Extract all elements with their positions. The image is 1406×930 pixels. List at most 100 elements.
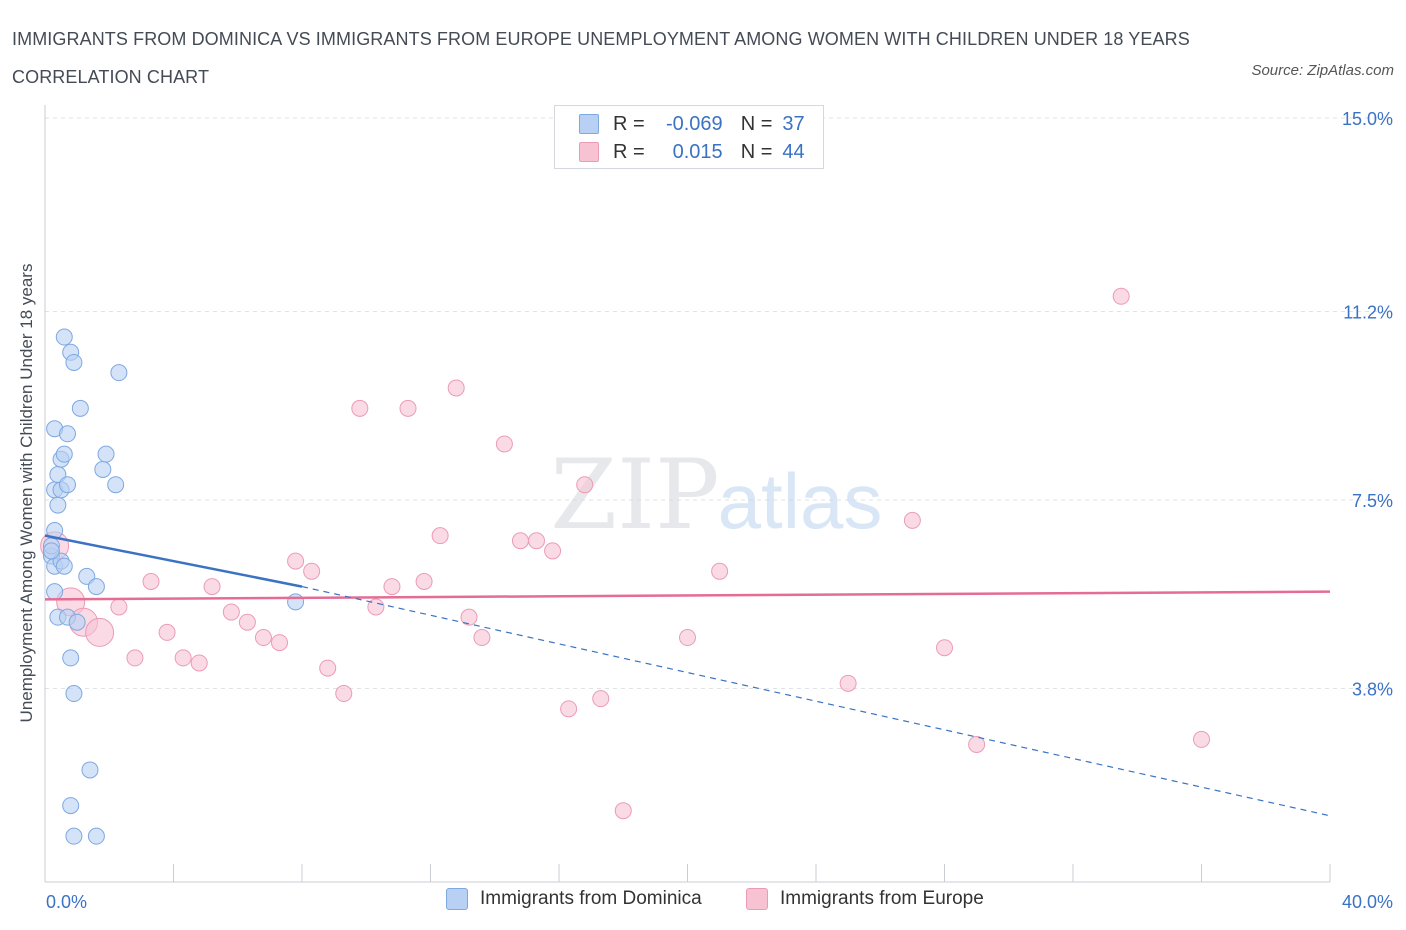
point-europe bbox=[367, 598, 385, 616]
trend-line-dominica bbox=[44, 534, 303, 588]
correlation-legend: R = -0.069 N = 37 R = 0.015 N = 44 bbox=[554, 105, 824, 169]
point-dominica bbox=[58, 425, 76, 443]
point-europe bbox=[238, 613, 256, 631]
y-tick-label: 11.2% bbox=[1343, 303, 1393, 323]
point-europe bbox=[335, 685, 353, 703]
legend-label-europe: Immigrants from Europe bbox=[780, 888, 984, 909]
legend-swatch-blue bbox=[579, 114, 599, 134]
y-tick-label: 3.8% bbox=[1352, 679, 1393, 699]
point-europe bbox=[1193, 730, 1210, 748]
point-dominica bbox=[87, 827, 105, 845]
point-dominica bbox=[107, 476, 125, 494]
y-tick-label: 7.5% bbox=[1352, 491, 1393, 511]
point-europe bbox=[351, 399, 369, 417]
point-europe bbox=[528, 532, 546, 550]
legend-item-dominica: Immigrants from Dominica bbox=[446, 888, 702, 910]
point-dominica bbox=[87, 578, 105, 596]
point-dominica bbox=[97, 445, 115, 463]
point-dominica bbox=[49, 496, 67, 514]
point-europe bbox=[126, 649, 144, 667]
series-legend: Immigrants from Dominica Immigrants from… bbox=[0, 888, 1406, 916]
legend-label-dominica: Immigrants from Dominica bbox=[480, 888, 702, 909]
legend-row-dominica: R = -0.069 N = 37 bbox=[579, 111, 805, 137]
point-europe bbox=[903, 511, 921, 529]
legend-row-europe: R = 0.015 N = 44 bbox=[579, 139, 805, 165]
point-europe bbox=[679, 629, 696, 647]
point-europe bbox=[287, 552, 305, 570]
watermark-zip: ZIP bbox=[550, 439, 719, 551]
trend-lines bbox=[44, 534, 1331, 817]
point-europe bbox=[142, 572, 160, 590]
point-dominica bbox=[287, 593, 305, 611]
legend-swatch-pink bbox=[746, 888, 768, 910]
trend-line-europe bbox=[44, 590, 1331, 601]
point-europe bbox=[447, 379, 465, 397]
gridlines bbox=[45, 117, 1390, 689]
legend-item-europe: Immigrants from Europe bbox=[746, 888, 984, 910]
point-europe bbox=[544, 542, 562, 560]
point-dominica bbox=[46, 583, 64, 601]
point-europe bbox=[85, 617, 115, 647]
trend-line-dominica-extension bbox=[301, 586, 1331, 817]
legend-swatch-blue bbox=[446, 888, 468, 910]
point-dominica bbox=[58, 476, 76, 494]
point-europe bbox=[592, 690, 610, 708]
point-europe bbox=[303, 562, 321, 580]
point-europe bbox=[431, 527, 449, 545]
point-europe bbox=[839, 674, 857, 692]
axes bbox=[44, 105, 1331, 883]
point-europe bbox=[1112, 287, 1130, 305]
point-dominica bbox=[62, 649, 80, 667]
legend-r-value: -0.069 bbox=[665, 112, 723, 135]
series-dominica bbox=[42, 328, 305, 845]
point-europe bbox=[576, 476, 594, 494]
x-tick-label-max: 40.0% bbox=[1342, 892, 1393, 912]
series-europe bbox=[40, 287, 1210, 820]
point-europe bbox=[511, 532, 529, 550]
point-europe bbox=[415, 572, 433, 590]
point-dominica bbox=[81, 761, 99, 779]
point-europe bbox=[158, 623, 176, 641]
point-europe bbox=[319, 659, 337, 677]
watermark-atlas: atlas bbox=[718, 457, 883, 545]
point-europe bbox=[399, 399, 417, 417]
point-dominica bbox=[65, 827, 83, 845]
point-europe bbox=[222, 603, 240, 621]
point-dominica bbox=[65, 353, 83, 371]
point-europe bbox=[174, 649, 192, 667]
legend-n-value: 37 bbox=[782, 112, 805, 135]
x-tick-label-min: 0.0% bbox=[46, 892, 87, 912]
point-europe bbox=[711, 562, 729, 580]
point-dominica bbox=[110, 364, 128, 382]
point-europe bbox=[203, 578, 221, 596]
legend-r-label: R = bbox=[613, 140, 645, 163]
point-dominica bbox=[62, 797, 80, 815]
legend-n-label: N = bbox=[740, 112, 773, 135]
legend-swatch-pink bbox=[579, 142, 599, 162]
point-dominica bbox=[55, 328, 73, 346]
point-europe bbox=[473, 629, 491, 647]
legend-n-value: 44 bbox=[782, 140, 805, 163]
legend-r-value: 0.015 bbox=[672, 140, 723, 163]
point-europe bbox=[614, 802, 632, 820]
point-europe bbox=[560, 700, 578, 718]
chart-title: IMMIGRANTS FROM DOMINICA VS IMMIGRANTS F… bbox=[12, 29, 1190, 87]
point-dominica bbox=[55, 445, 73, 463]
point-europe bbox=[254, 629, 272, 647]
point-europe bbox=[968, 735, 986, 753]
point-dominica bbox=[65, 685, 83, 703]
legend-r-label: R = bbox=[613, 112, 645, 135]
point-europe bbox=[383, 578, 401, 596]
tick-labels: 3.8% 7.5% 11.2% 15.0% 0.0% 40.0% bbox=[46, 109, 1393, 912]
point-europe bbox=[110, 598, 128, 616]
legend-n-label: N = bbox=[740, 140, 773, 163]
point-europe bbox=[271, 634, 289, 652]
point-europe bbox=[495, 435, 513, 453]
point-dominica bbox=[71, 399, 89, 417]
source-label: Source: ZipAtlas.com bbox=[1251, 62, 1394, 79]
point-dominica bbox=[68, 613, 86, 631]
point-europe bbox=[190, 654, 208, 672]
point-dominica bbox=[42, 542, 60, 560]
y-tick-label: 15.0% bbox=[1342, 109, 1393, 129]
